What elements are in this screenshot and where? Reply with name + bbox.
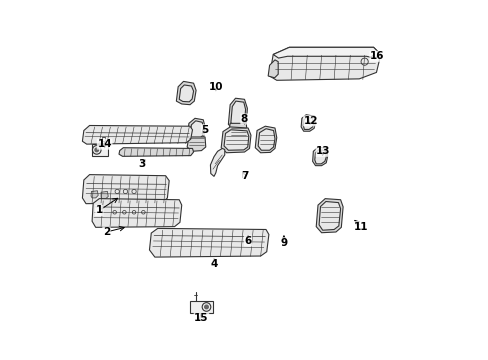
Text: 16: 16: [369, 51, 384, 61]
Polygon shape: [101, 192, 108, 199]
Polygon shape: [190, 121, 203, 139]
Polygon shape: [314, 149, 325, 164]
Polygon shape: [82, 126, 192, 144]
Polygon shape: [224, 130, 248, 150]
Text: 15: 15: [194, 313, 208, 323]
Circle shape: [95, 148, 99, 152]
Polygon shape: [221, 127, 250, 153]
Polygon shape: [82, 175, 169, 204]
Text: 3: 3: [139, 159, 145, 169]
Circle shape: [204, 305, 208, 309]
Text: 5: 5: [201, 125, 208, 135]
Polygon shape: [92, 199, 182, 227]
Polygon shape: [187, 118, 204, 142]
Polygon shape: [312, 147, 327, 166]
Polygon shape: [176, 81, 196, 105]
Polygon shape: [190, 301, 212, 313]
Polygon shape: [273, 47, 380, 58]
Polygon shape: [303, 117, 313, 130]
Text: 12: 12: [303, 116, 317, 126]
Text: 7: 7: [240, 171, 248, 181]
Text: 8: 8: [241, 114, 247, 124]
Text: 14: 14: [97, 139, 112, 149]
Polygon shape: [210, 148, 224, 176]
Text: 11: 11: [353, 222, 367, 231]
Polygon shape: [228, 98, 247, 129]
Polygon shape: [228, 123, 247, 141]
Text: 9: 9: [280, 238, 287, 248]
Text: 1: 1: [96, 206, 102, 216]
Text: 13: 13: [316, 146, 330, 156]
Polygon shape: [230, 101, 245, 126]
Polygon shape: [267, 60, 278, 78]
Polygon shape: [179, 85, 193, 102]
Polygon shape: [258, 129, 274, 150]
Text: 4: 4: [210, 259, 217, 269]
Text: 10: 10: [208, 82, 223, 92]
Polygon shape: [301, 115, 315, 131]
Polygon shape: [316, 199, 343, 233]
Polygon shape: [255, 126, 276, 153]
Polygon shape: [269, 47, 380, 80]
Polygon shape: [149, 228, 268, 257]
Text: 2: 2: [102, 227, 110, 237]
Polygon shape: [119, 148, 193, 156]
Polygon shape: [91, 191, 98, 198]
Text: 6: 6: [244, 236, 251, 246]
Polygon shape: [92, 144, 107, 156]
Polygon shape: [102, 137, 105, 140]
Polygon shape: [319, 202, 340, 230]
Polygon shape: [187, 137, 205, 151]
